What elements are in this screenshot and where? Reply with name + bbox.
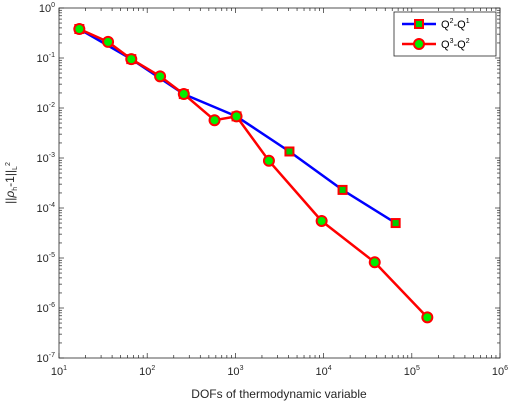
x-tick-label: 106	[492, 365, 508, 378]
legend: Q2-Q1 Q3-Q2	[393, 11, 497, 57]
x-tick-label: 101	[51, 365, 67, 378]
series-markers	[73, 23, 434, 324]
y-label-mid: -1||	[3, 170, 17, 187]
y-tick-label: 100	[39, 2, 55, 15]
x-tick-label: 105	[404, 365, 420, 378]
axis-ticks	[58, 7, 501, 359]
y-tick-label: 10-1	[37, 52, 56, 65]
y-label-L: L	[12, 166, 19, 170]
data-point	[177, 88, 190, 101]
data-point	[337, 184, 348, 195]
y-label-pre: ||	[3, 198, 17, 204]
y-tick-label: 10-2	[37, 102, 56, 115]
data-point	[102, 35, 115, 48]
y-tick-label: 10-7	[37, 352, 56, 365]
data-point	[208, 114, 221, 127]
x-tick-label: 102	[139, 365, 155, 378]
data-point	[315, 214, 328, 227]
y-tick-label: 10-5	[37, 252, 56, 265]
x-tick-label: 103	[227, 365, 243, 378]
y-axis-label: ||ρh-1||L2	[3, 162, 19, 204]
x-axis-label: DOFs of thermodynamic variable	[191, 387, 367, 401]
data-point	[421, 311, 434, 324]
legend-marker-q3q2	[413, 38, 425, 50]
legend-box	[393, 11, 497, 57]
y-tick-label: 10-3	[37, 152, 56, 165]
y-tick-labels: 10-7 10-6 10-5 10-4 10-3 10-2 10-1 100	[37, 2, 56, 365]
data-point	[154, 70, 167, 83]
legend-label-q3q2: Q3-Q2	[441, 38, 470, 51]
data-point	[390, 218, 401, 229]
y-label-rho: ρ	[3, 191, 17, 199]
data-point	[230, 110, 243, 123]
data-point	[368, 256, 381, 269]
data-point	[125, 53, 138, 66]
legend-marker-q2q1	[414, 19, 424, 29]
x-tick-labels: 101 102 103 104 105 106	[51, 365, 508, 378]
y-tick-label: 10-6	[37, 302, 56, 315]
y-tick-label: 10-4	[37, 202, 56, 215]
data-point	[73, 23, 86, 36]
x-tick-label: 104	[316, 365, 332, 378]
plot-area	[58, 7, 501, 359]
legend-label-q2q1: Q2-Q1	[441, 18, 470, 31]
y-label-h: h	[12, 187, 19, 191]
data-point	[262, 154, 275, 167]
y-label-two: 2	[5, 162, 12, 166]
data-point	[284, 146, 295, 157]
